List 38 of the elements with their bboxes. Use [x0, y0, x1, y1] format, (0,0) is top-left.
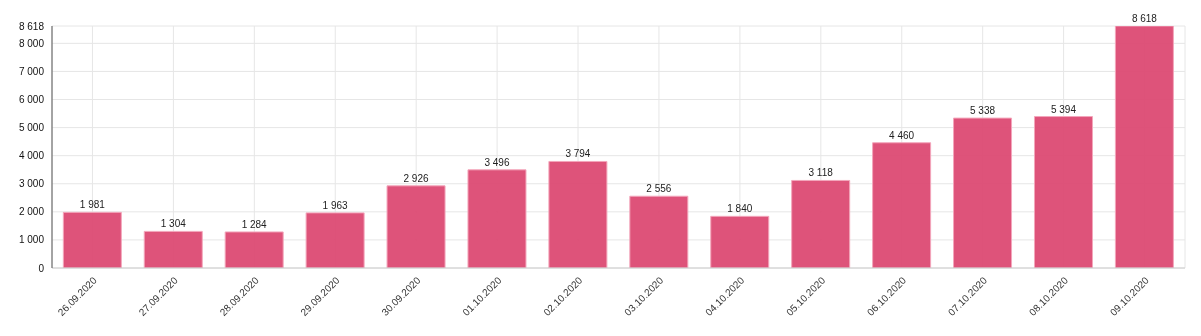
bar [791, 179, 851, 268]
y-tick-label: 0 [38, 262, 45, 274]
y-tick-label: 2 000 [18, 206, 45, 218]
data-label: 8 618 [1131, 13, 1158, 24]
y-tick-label: 3 000 [18, 178, 45, 190]
bar [548, 160, 608, 268]
bar [143, 230, 203, 268]
bar [386, 185, 446, 268]
data-label: 1 284 [241, 218, 268, 230]
y-tick-label: 7 000 [18, 65, 45, 77]
bar [224, 231, 284, 268]
data-label: 1 981 [79, 199, 106, 211]
bar [305, 212, 365, 268]
bar [872, 142, 932, 268]
data-label: 3 118 [808, 167, 834, 179]
data-label: 2 926 [403, 172, 429, 184]
y-tick-label: 6 000 [18, 94, 45, 106]
bar [1114, 26, 1174, 268]
data-label: 3 794 [565, 148, 591, 160]
data-label: 2 556 [646, 183, 672, 195]
bar [62, 211, 122, 268]
y-tick-label: 8 000 [18, 37, 45, 49]
data-label: 1 840 [727, 203, 753, 215]
bar [1033, 116, 1093, 268]
data-label: 5 338 [970, 105, 996, 117]
data-label: 5 394 [1050, 103, 1077, 115]
bar [710, 215, 770, 268]
data-label: 1 304 [160, 218, 187, 230]
bar [467, 169, 527, 268]
data-label: 4 460 [889, 129, 915, 141]
bar [953, 117, 1013, 268]
y-tick-label: 8 618 [18, 20, 45, 32]
y-tick-label: 1 000 [18, 234, 45, 246]
bar [629, 195, 689, 268]
data-label: 1 963 [322, 199, 349, 211]
y-tick-label: 4 000 [18, 150, 45, 162]
data-label: 3 496 [484, 156, 510, 168]
y-tick-label: 5 000 [18, 122, 45, 134]
